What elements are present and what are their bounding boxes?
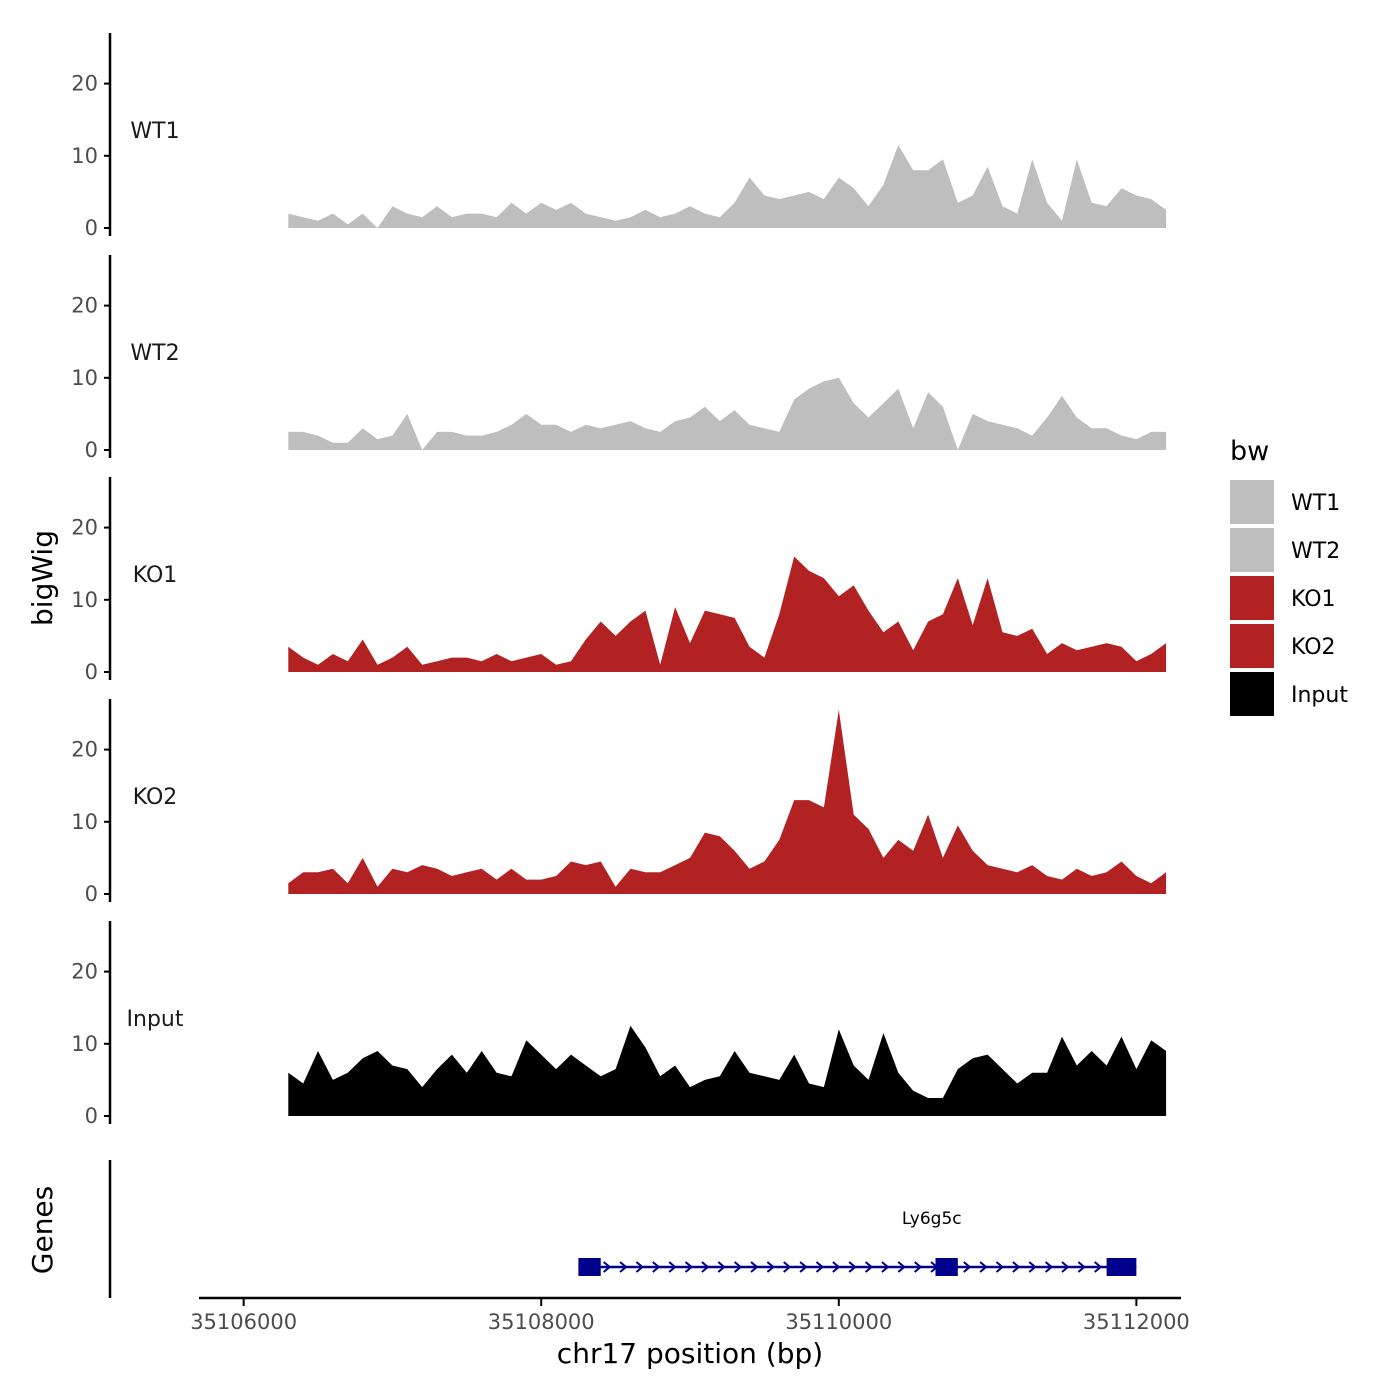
- strand-arrow-icon: [1028, 1261, 1037, 1273]
- strand-arrow-icon: [603, 1261, 612, 1273]
- strand-arrow-icon: [733, 1261, 743, 1273]
- strand-arrow-icon: [995, 1261, 1005, 1273]
- gene-track: Ly6g5c: [108, 1160, 1137, 1298]
- y-tick-label: 10: [71, 1032, 98, 1056]
- track-label: Input: [127, 1007, 184, 1032]
- legend-item-ko1: KO1: [1230, 576, 1336, 620]
- track-label: WT2: [130, 341, 179, 366]
- track-label: KO2: [133, 785, 178, 810]
- y-tick-label: 0: [85, 1104, 98, 1128]
- track-label: WT1: [130, 119, 179, 144]
- strand-arrow-icon: [815, 1261, 825, 1273]
- x-tick-label: 35112000: [1083, 1310, 1190, 1334]
- gene-name-label: Ly6g5c: [902, 1209, 962, 1229]
- strand-arrow-icon: [914, 1261, 923, 1273]
- strand-arrow-icon: [799, 1261, 808, 1273]
- legend-item-wt2: WT2: [1230, 528, 1340, 572]
- strand-arrow-icon: [864, 1261, 874, 1273]
- y-tick-label: 10: [71, 588, 98, 612]
- track-wt2: 0 10 20 WT2: [71, 255, 1167, 462]
- legend-label: WT2: [1291, 539, 1340, 564]
- y-axis-title: bigWig: [26, 530, 59, 626]
- legend-label: Input: [1291, 683, 1348, 708]
- strand-arrow-icon: [635, 1261, 644, 1273]
- strand-arrow-icon: [652, 1261, 661, 1273]
- strand-arrow-icon: [1044, 1261, 1054, 1273]
- legend-swatch: [1230, 528, 1274, 572]
- y-tick-label: 20: [71, 960, 98, 984]
- y-tick-label: 0: [85, 216, 98, 240]
- track-ko2: 0 10 20 KO2: [71, 699, 1167, 906]
- legend-items: WT1 WT2 KO1 KO2 Input: [1230, 480, 1348, 716]
- legend-label: KO1: [1291, 587, 1336, 612]
- y-tick-label: 10: [71, 144, 98, 168]
- strand-arrow-icon: [1094, 1261, 1103, 1273]
- x-tick-label: 35108000: [488, 1310, 595, 1334]
- y-tick-label: 10: [71, 366, 98, 390]
- legend-swatch: [1230, 672, 1274, 716]
- x-axis-title: chr17 position (bp): [557, 1337, 823, 1370]
- y-tick-label: 20: [71, 738, 98, 762]
- legend-swatch: [1230, 624, 1274, 668]
- track-label: KO1: [133, 563, 178, 588]
- coverage-area-input: [288, 1025, 1167, 1116]
- legend-item-wt1: WT1: [1230, 480, 1340, 524]
- gene-exon: [1106, 1258, 1137, 1276]
- strand-arrow-icon: [848, 1261, 857, 1273]
- coverage-area-ko1: [288, 556, 1167, 672]
- track-ko1: 0 10 20 KO1: [71, 477, 1167, 684]
- legend-item-input: Input: [1230, 672, 1348, 716]
- gene-exon: [578, 1258, 601, 1276]
- y-tick-label: 20: [71, 516, 98, 540]
- strand-arrow-icon: [750, 1261, 759, 1273]
- legend: bw WT1 WT2 KO1 KO2 Input: [1230, 436, 1348, 716]
- strand-arrow-icon: [963, 1261, 972, 1273]
- strand-arrow-icon: [668, 1261, 677, 1273]
- track-input: 0 10 20 Input: [71, 921, 1167, 1128]
- coverage-tracks: 0 10 20 WT1 0 10 20 WT2 0 10 20 KO1 0 10 20 KO2 0 10 20 Inp…: [71, 33, 1167, 1128]
- gene-exon: [935, 1258, 958, 1276]
- strand-arrow-icon: [783, 1261, 792, 1273]
- strand-arrow-icon: [619, 1261, 628, 1273]
- coverage-area-wt2: [288, 377, 1167, 450]
- strand-arrow-icon: [766, 1261, 775, 1273]
- y-tick-label: 0: [85, 438, 98, 462]
- strand-arrow-icon: [979, 1261, 988, 1273]
- x-axis: 35106000 35108000 35110000 35112000: [190, 1296, 1190, 1334]
- legend-swatch: [1230, 576, 1274, 620]
- y-tick-label: 10: [71, 810, 98, 834]
- legend-label: KO2: [1291, 635, 1336, 660]
- strand-arrow-icon: [701, 1261, 710, 1273]
- legend-title: bw: [1230, 436, 1269, 467]
- y-tick-label: 20: [71, 72, 98, 96]
- gene-ly6g5c: Ly6g5c: [578, 1209, 1137, 1276]
- y-tick-label: 0: [85, 882, 98, 906]
- strand-arrow-icon: [1061, 1261, 1070, 1273]
- strand-arrow-icon: [1012, 1261, 1021, 1273]
- gene-track-title: Genes: [26, 1186, 59, 1274]
- strand-arrow-icon: [897, 1261, 906, 1273]
- strand-arrow-icon: [1077, 1261, 1086, 1273]
- y-tick-label: 0: [85, 660, 98, 684]
- legend-label: WT1: [1291, 491, 1340, 516]
- y-tick-label: 20: [71, 294, 98, 318]
- track-wt1: 0 10 20 WT1: [71, 33, 1167, 240]
- strand-arrow-icon: [717, 1261, 726, 1273]
- legend-item-ko2: KO2: [1230, 624, 1336, 668]
- strand-arrow-icon: [684, 1261, 694, 1273]
- legend-swatch: [1230, 480, 1274, 524]
- strand-arrow-icon: [832, 1261, 841, 1273]
- coverage-area-ko2: [288, 709, 1167, 894]
- strand-arrow-icon: [881, 1261, 890, 1273]
- x-tick-label: 35110000: [785, 1310, 892, 1334]
- coverage-area-wt1: [288, 145, 1167, 228]
- x-tick-label: 35106000: [190, 1310, 297, 1334]
